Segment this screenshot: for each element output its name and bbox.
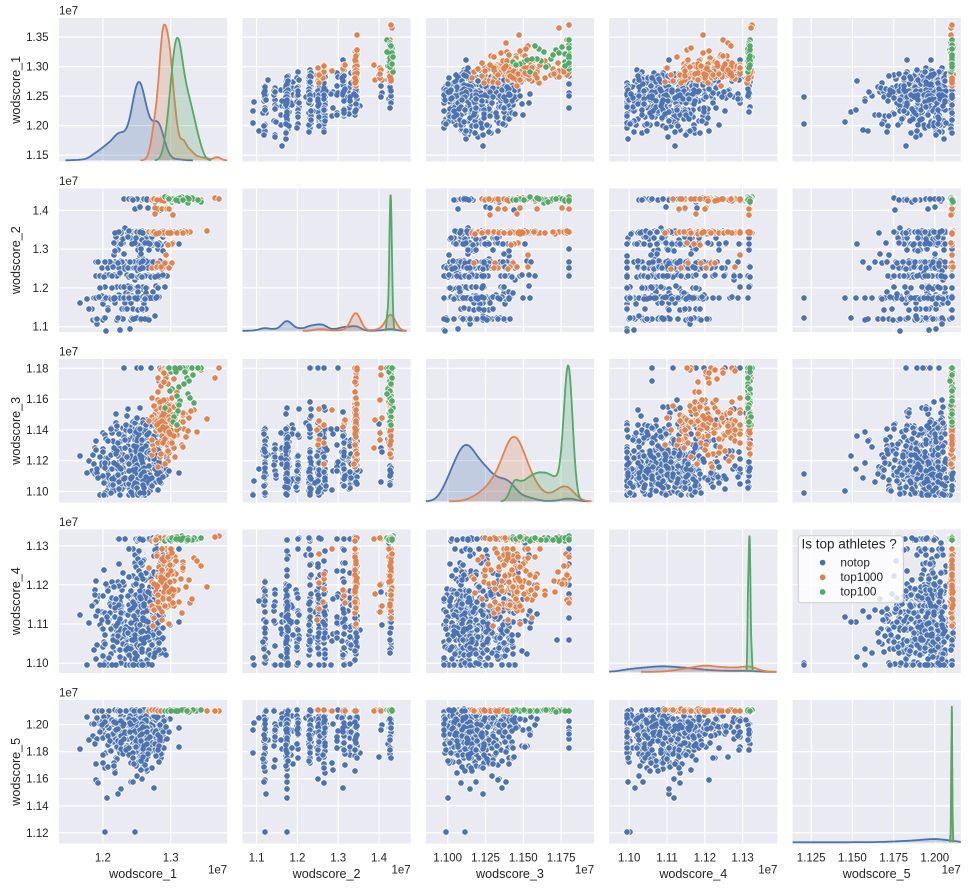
- svg-text:1.2: 1.2: [33, 283, 49, 295]
- svg-text:wodscore_3: wodscore_3: [9, 397, 23, 466]
- svg-text:1.15: 1.15: [26, 150, 48, 162]
- svg-text:top1000: top1000: [840, 570, 883, 584]
- svg-text:wodscore_3: wodscore_3: [475, 867, 544, 881]
- svg-text:1.18: 1.18: [26, 363, 48, 375]
- svg-text:notop: notop: [840, 555, 870, 569]
- svg-text:1e7: 1e7: [59, 347, 78, 359]
- svg-text:wodscore_5: wodscore_5: [9, 738, 23, 807]
- svg-text:wodscore_2: wodscore_2: [292, 867, 361, 881]
- svg-text:1.14: 1.14: [26, 801, 49, 813]
- svg-text:1.10: 1.10: [618, 853, 640, 865]
- svg-text:1.18: 1.18: [26, 747, 48, 759]
- svg-text:1.1: 1.1: [33, 322, 49, 334]
- svg-text:1.3: 1.3: [330, 853, 346, 865]
- svg-text:1.12: 1.12: [26, 580, 48, 592]
- svg-text:1.12: 1.12: [26, 828, 48, 840]
- svg-text:Is top athletes ?: Is top athletes ?: [802, 537, 897, 552]
- svg-text:1e7: 1e7: [758, 865, 777, 877]
- svg-text:1.4: 1.4: [33, 205, 50, 217]
- svg-text:1.12: 1.12: [694, 853, 716, 865]
- svg-text:1.13: 1.13: [26, 541, 48, 553]
- svg-text:1.12: 1.12: [26, 456, 48, 468]
- svg-text:1e7: 1e7: [392, 865, 411, 877]
- svg-text:wodscore_1: wodscore_1: [9, 56, 23, 125]
- svg-text:1.30: 1.30: [26, 62, 48, 74]
- svg-text:1.1: 1.1: [249, 853, 265, 865]
- svg-text:1.16: 1.16: [26, 394, 48, 406]
- svg-text:1.11: 1.11: [656, 853, 678, 865]
- svg-text:1e7: 1e7: [59, 688, 78, 700]
- svg-text:1.4: 1.4: [371, 853, 388, 865]
- svg-text:1.20: 1.20: [26, 121, 48, 133]
- svg-text:1e7: 1e7: [942, 865, 961, 877]
- svg-text:1e7: 1e7: [59, 6, 78, 18]
- svg-text:1.11: 1.11: [27, 619, 49, 631]
- svg-text:1.100: 1.100: [433, 853, 462, 865]
- svg-text:1.2: 1.2: [289, 853, 305, 865]
- svg-text:1.2: 1.2: [95, 853, 111, 865]
- svg-text:1e7: 1e7: [575, 865, 594, 877]
- svg-text:wodscore_1: wodscore_1: [108, 867, 177, 881]
- svg-text:1.175: 1.175: [879, 853, 908, 865]
- svg-text:1.10: 1.10: [26, 658, 48, 670]
- svg-text:1.10: 1.10: [26, 487, 48, 499]
- svg-text:1.16: 1.16: [26, 774, 48, 786]
- svg-text:1.3: 1.3: [33, 244, 49, 256]
- svg-text:1e7: 1e7: [59, 517, 78, 529]
- svg-text:wodscore_4: wodscore_4: [658, 867, 727, 881]
- svg-text:1.3: 1.3: [163, 853, 179, 865]
- svg-text:1.200: 1.200: [920, 853, 949, 865]
- svg-text:1.13: 1.13: [731, 853, 753, 865]
- svg-text:wodscore_5: wodscore_5: [842, 867, 911, 881]
- svg-text:1.125: 1.125: [471, 853, 500, 865]
- svg-text:1.35: 1.35: [26, 32, 48, 44]
- svg-text:wodscore_4: wodscore_4: [9, 567, 23, 636]
- svg-text:1.150: 1.150: [838, 853, 867, 865]
- svg-text:1.20: 1.20: [26, 720, 48, 732]
- svg-text:1.25: 1.25: [26, 91, 48, 103]
- svg-text:1.150: 1.150: [509, 853, 538, 865]
- svg-text:1.125: 1.125: [797, 853, 826, 865]
- svg-text:1.14: 1.14: [26, 425, 49, 437]
- svg-text:top100: top100: [840, 585, 877, 599]
- svg-text:1e7: 1e7: [59, 176, 78, 188]
- svg-text:1.175: 1.175: [547, 853, 576, 865]
- svg-text:1e7: 1e7: [208, 865, 227, 877]
- svg-text:wodscore_2: wodscore_2: [9, 226, 23, 295]
